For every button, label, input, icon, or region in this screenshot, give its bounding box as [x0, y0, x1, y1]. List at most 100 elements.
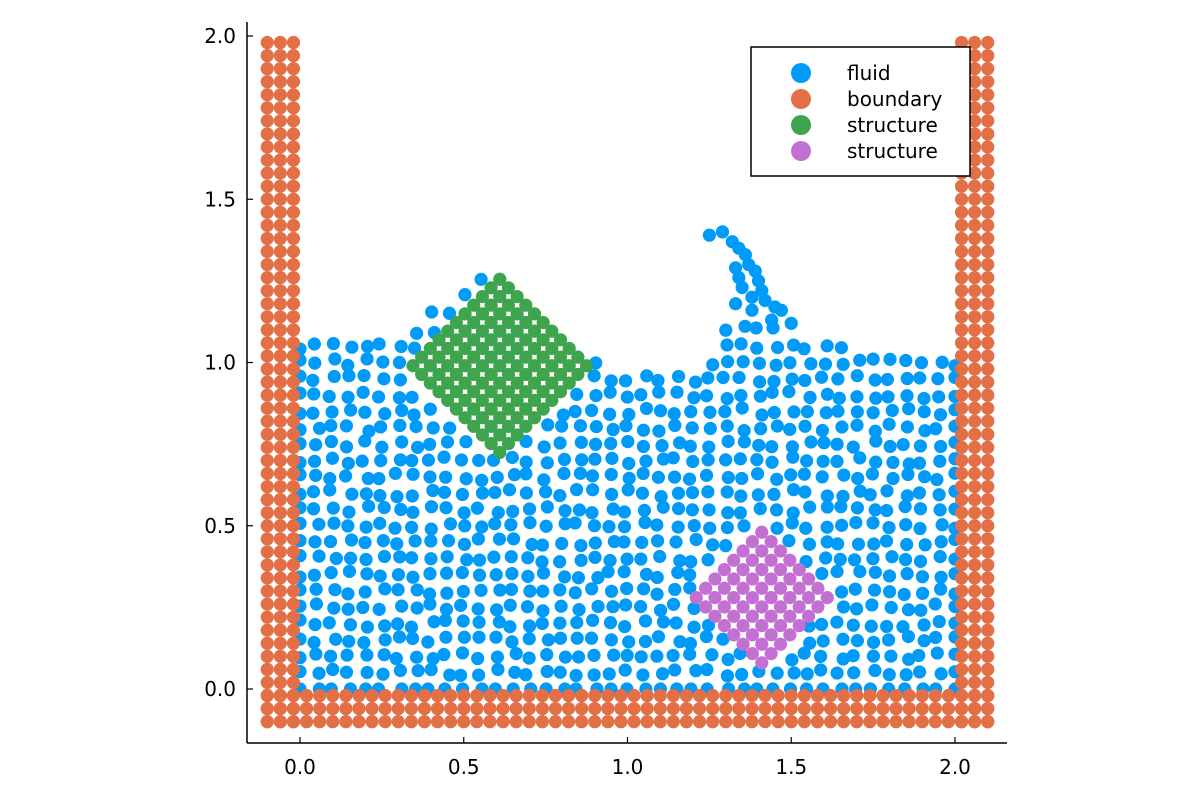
fluid-particle: [882, 569, 897, 583]
structure-particle: [745, 590, 760, 605]
fluid-particle: [586, 483, 600, 497]
fluid-particle: [455, 566, 469, 580]
fluid-particle: [913, 502, 928, 516]
boundary-particle: [273, 519, 287, 533]
boundary-particle: [522, 701, 536, 716]
fluid-particle: [328, 352, 342, 366]
boundary-particle: [614, 688, 628, 703]
boundary-particle: [706, 701, 720, 716]
y-tick-label: 0.0: [204, 677, 236, 701]
boundary-particle: [535, 701, 549, 716]
fluid-particle: [439, 470, 453, 484]
structure-particle: [755, 581, 769, 595]
boundary-particle: [260, 88, 274, 102]
fluid-particle: [670, 385, 684, 399]
boundary-particle: [561, 715, 576, 729]
fluid-particle: [308, 454, 322, 468]
boundary-particle: [981, 479, 995, 494]
structure-particle: [432, 350, 446, 364]
fluid-particle: [440, 586, 454, 600]
boundary-particle: [260, 675, 274, 690]
fluid-particle: [719, 323, 733, 337]
boundary-particle: [771, 715, 785, 729]
boundary-particle: [260, 610, 274, 624]
structure-particle: [764, 553, 778, 567]
fluid-particle: [405, 551, 419, 565]
structure-particle: [736, 562, 750, 577]
fluid-particle: [312, 517, 326, 531]
fluid-particle: [341, 390, 355, 404]
boundary-particle: [968, 62, 982, 76]
structure-particle: [708, 590, 722, 605]
fluid-particle: [388, 466, 402, 480]
fluid-particle: [683, 439, 697, 453]
boundary-particle: [968, 532, 982, 546]
boundary-particle: [954, 479, 969, 494]
legend-marker: [791, 63, 811, 83]
boundary-particle: [954, 362, 969, 376]
fluid-particle: [307, 387, 321, 401]
boundary-particle: [706, 715, 720, 729]
fluid-particle: [339, 440, 354, 454]
structure-particle: [510, 289, 524, 304]
boundary-particle: [863, 715, 877, 729]
fluid-particle: [900, 489, 914, 503]
fluid-particle: [933, 550, 947, 564]
fluid-particle: [555, 536, 569, 551]
fluid-particle: [423, 597, 437, 611]
fluid-particle: [752, 438, 766, 452]
fluid-particle: [720, 419, 734, 433]
structure-particle: [562, 359, 576, 373]
boundary-particle: [981, 192, 995, 206]
fluid-particle: [306, 485, 321, 499]
boundary-particle: [430, 701, 445, 716]
boundary-particle: [260, 244, 274, 259]
fluid-particle: [912, 665, 927, 679]
fluid-particle: [932, 614, 946, 629]
boundary-particle: [260, 362, 274, 376]
fluid-particle: [900, 567, 914, 581]
structure-particle: [545, 393, 559, 407]
boundary-particle: [273, 62, 287, 76]
structure-particle: [501, 402, 516, 416]
fluid-particle: [475, 520, 489, 534]
structure-particle: [536, 333, 550, 347]
structure-particle: [423, 341, 437, 356]
boundary-particle: [352, 715, 366, 729]
structure-particle: [545, 341, 559, 356]
structure-particle: [708, 609, 722, 623]
structure-particle: [745, 646, 760, 661]
fluid-particle: [831, 372, 845, 386]
fluid-particle: [426, 483, 440, 498]
fluid-particle: [750, 341, 764, 355]
structure-particle: [493, 324, 507, 338]
boundary-particle: [417, 701, 432, 716]
fluid-particle: [617, 505, 631, 519]
fluid-particle: [820, 339, 834, 353]
boundary-particle: [273, 179, 287, 193]
fluid-particle: [721, 652, 735, 667]
boundary-particle: [954, 414, 969, 428]
structure-particle: [717, 600, 731, 614]
fluid-particle: [849, 515, 863, 530]
boundary-particle: [286, 558, 301, 572]
fluid-particle: [669, 535, 683, 549]
boundary-particle: [968, 257, 982, 272]
fluid-particle: [344, 533, 359, 547]
structure-particle: [745, 535, 760, 549]
fluid-particle: [325, 405, 339, 419]
structure-particle: [792, 562, 806, 577]
fluid-particle: [619, 419, 633, 433]
boundary-particle: [273, 636, 287, 650]
fluid-particle: [820, 500, 834, 514]
boundary-particle: [286, 414, 301, 428]
fluid-particle: [505, 566, 519, 581]
boundary-particle: [483, 715, 497, 729]
structure-particle: [745, 553, 760, 567]
fluid-particle: [537, 440, 551, 454]
structure-particle: [717, 562, 731, 577]
boundary-particle: [837, 715, 851, 729]
fluid-particle: [309, 647, 323, 661]
structure-particle: [773, 581, 788, 595]
